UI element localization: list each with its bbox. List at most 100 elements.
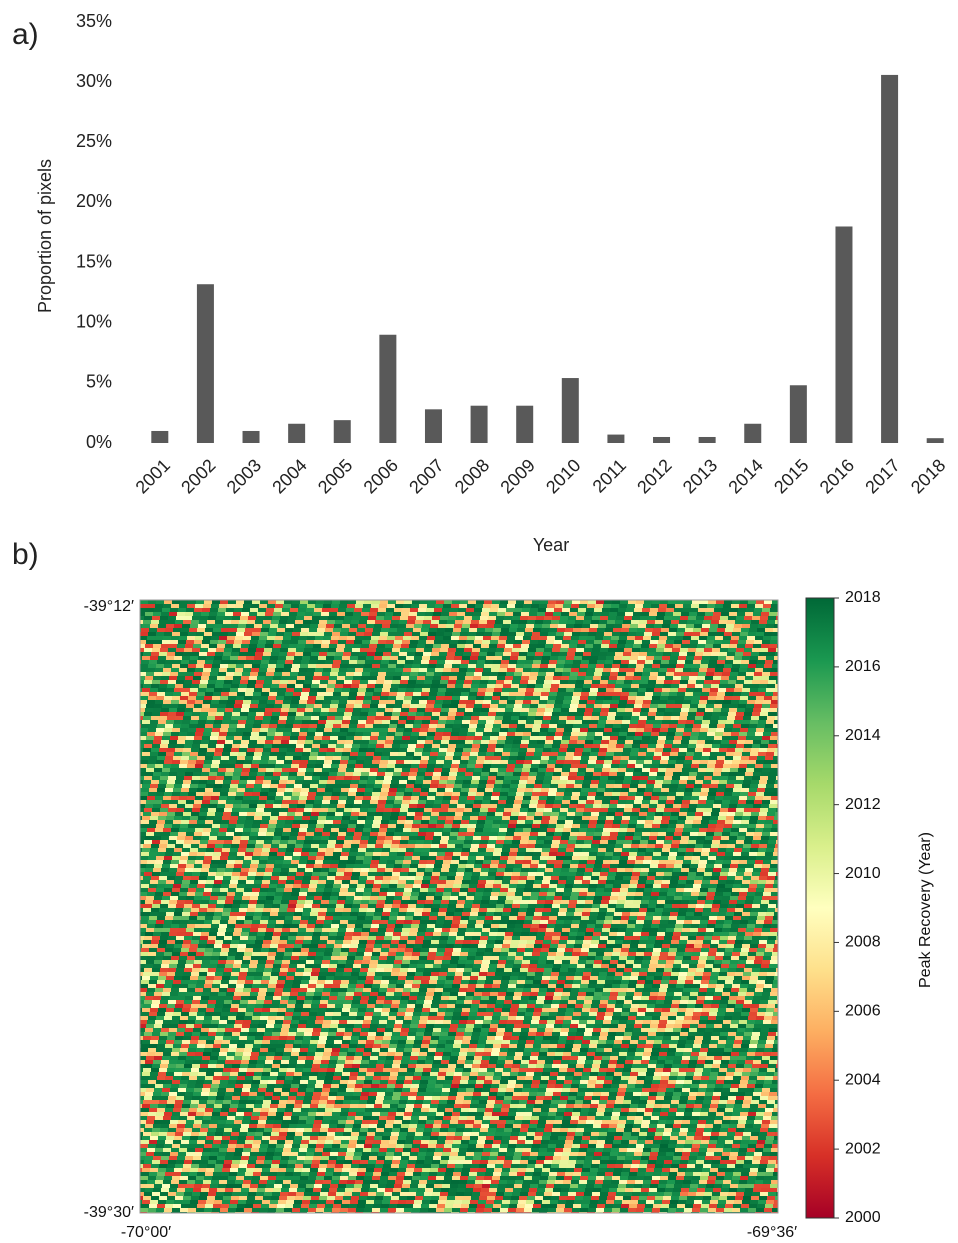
raster-cell: [306, 640, 314, 644]
raster-cell: [574, 752, 582, 756]
raster-cell: [173, 820, 181, 824]
raster-cell: [592, 776, 600, 780]
raster-cell: [602, 608, 610, 612]
raster-cell: [361, 708, 369, 712]
raster-cell: [540, 632, 548, 636]
raster-cell: [277, 788, 285, 792]
raster-cell: [237, 660, 245, 664]
raster-cell: [160, 648, 168, 652]
raster-cell: [392, 648, 400, 652]
raster-cell: [467, 796, 475, 800]
raster-cell: [422, 720, 430, 724]
raster-cell: [763, 604, 771, 608]
raster-cell: [361, 836, 369, 840]
raster-cell: [398, 624, 406, 628]
raster-cell: [215, 780, 223, 784]
raster-cell: [140, 676, 145, 680]
raster-cell: [456, 776, 464, 780]
raster-cell: [252, 824, 260, 828]
raster-cell: [644, 600, 652, 604]
raster-cell: [303, 780, 311, 784]
raster-cell: [608, 776, 616, 780]
raster-cell: [264, 616, 272, 620]
raster-cell: [653, 788, 661, 792]
raster-cell: [393, 836, 401, 840]
raster-cell: [668, 696, 676, 700]
raster-cell: [394, 608, 402, 612]
raster-cell: [539, 764, 547, 768]
raster-cell: [313, 644, 321, 648]
raster-cell: [265, 708, 273, 712]
raster-cell: [723, 668, 731, 672]
raster-cell: [452, 792, 460, 796]
raster-cell: [564, 632, 572, 636]
raster-cell: [606, 624, 614, 628]
raster-cell: [634, 800, 642, 804]
raster-cell: [198, 752, 206, 756]
raster-cell: [428, 664, 436, 668]
raster-cell: [282, 672, 290, 676]
raster-cell: [711, 812, 719, 816]
raster-cell: [284, 824, 292, 828]
raster-cell: [270, 656, 278, 660]
raster-cell: [379, 700, 387, 704]
raster-cell: [677, 724, 685, 728]
raster-cell: [253, 628, 261, 632]
raster-cell: [545, 676, 553, 680]
raster-cell: [224, 680, 232, 684]
raster-cell: [639, 620, 647, 624]
raster-cell: [519, 812, 527, 816]
raster-cell: [172, 760, 180, 764]
raster-cell: [687, 812, 695, 816]
raster-cell: [426, 608, 434, 612]
raster-cell: [768, 680, 776, 684]
raster-cell: [675, 796, 683, 800]
raster-cell: [439, 748, 447, 752]
raster-cell: [238, 784, 246, 788]
raster-cell: [495, 716, 503, 720]
raster-cell: [272, 712, 280, 716]
raster-cell: [250, 768, 258, 772]
raster-cell: [704, 840, 712, 844]
raster-cell: [727, 652, 735, 656]
raster-cell: [659, 668, 667, 672]
raster-cell: [244, 760, 252, 764]
raster-cell: [508, 632, 516, 636]
raster-cell: [301, 820, 309, 824]
raster-cell: [358, 784, 366, 788]
raster-cell: [529, 836, 537, 840]
raster-cell: [372, 696, 380, 700]
raster-cell: [373, 724, 381, 728]
raster-cell: [317, 628, 325, 632]
raster-cell: [633, 740, 641, 744]
raster-cell: [144, 744, 152, 748]
raster-cell: [361, 612, 369, 616]
raster-cell: [594, 608, 602, 612]
raster-cell: [642, 736, 650, 740]
raster-cell: [260, 760, 268, 764]
raster-cell: [423, 684, 431, 688]
raster-cell: [672, 616, 680, 620]
raster-cell: [321, 708, 329, 712]
raster-cell: [539, 636, 547, 640]
raster-cell: [149, 628, 157, 632]
raster-cell: [163, 796, 171, 800]
bar: [516, 406, 533, 443]
raster-cell: [327, 812, 335, 816]
raster-cell: [445, 724, 453, 728]
raster-cell: [510, 624, 518, 628]
raster-cell: [145, 740, 153, 744]
raster-cell: [339, 668, 347, 672]
raster-cell: [363, 636, 371, 640]
raster-cell: [573, 756, 581, 760]
raster-cell: [735, 652, 743, 656]
raster-cell: [430, 720, 438, 724]
raster-cell: [524, 696, 532, 700]
raster-cell: [222, 720, 230, 724]
raster-cell: [159, 748, 167, 752]
raster-cell: [337, 836, 345, 840]
raster-cell: [550, 656, 558, 660]
raster-cell: [567, 620, 575, 624]
raster-cell: [421, 820, 429, 824]
raster-cell: [570, 704, 578, 708]
